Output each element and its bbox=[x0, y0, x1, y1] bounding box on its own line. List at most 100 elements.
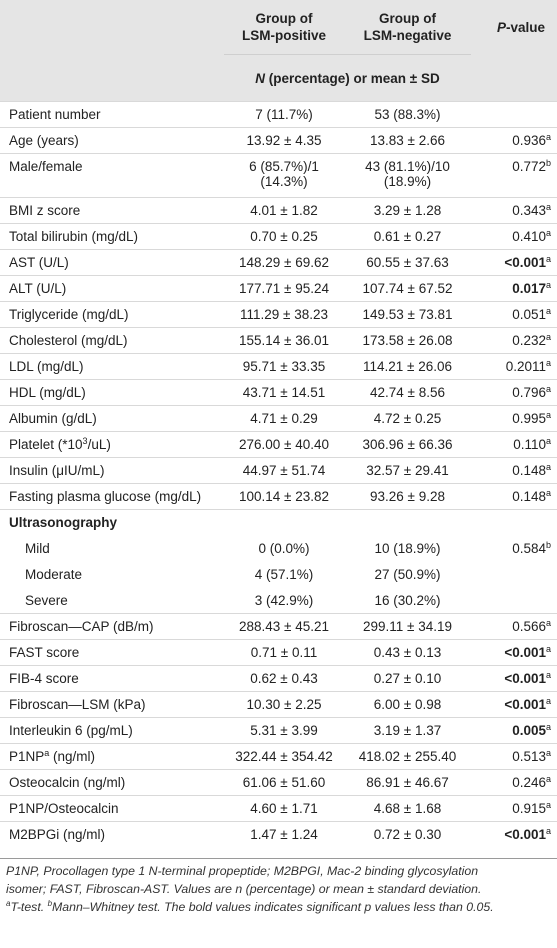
table-row: HDL (mg/dL) 43.71 ± 14.51 42.74 ± 8.56 0.79… bbox=[0, 379, 557, 406]
lsm-negative-value: 0.61 ± 0.27 bbox=[344, 223, 471, 250]
section-row: Ultrasonography bbox=[0, 509, 557, 536]
table-row: Mild 0 (0.0%) 10 (18.9%) 0.584b bbox=[0, 536, 557, 562]
comparison-table: Group of LSM-positive Group of LSM-negat… bbox=[0, 0, 557, 848]
row-label: Age (years) bbox=[0, 127, 224, 154]
row-label: Patient number bbox=[0, 101, 224, 128]
row-label: Triglyceride (mg/dL) bbox=[0, 301, 224, 328]
lsm-positive-value: 4 (57.1%) bbox=[254, 566, 314, 582]
lsm-negative-value: 149.53 ± 73.81 bbox=[344, 301, 471, 328]
footnote-line-1: P1NP, Procollagen type 1 N-terminal prop… bbox=[6, 864, 479, 878]
lsm-positive-value: 3 (42.9%) bbox=[254, 592, 314, 608]
row-label: Total bilirubin (mg/dL) bbox=[0, 223, 224, 250]
table-row: P1NPa (ng/ml) 322.44 ± 354.42 418.02 ± 255… bbox=[0, 743, 557, 770]
header-empty-cell bbox=[0, 0, 224, 55]
table-row: AST (U/L) 148.29 ± 69.62 60.55 ± 37.63 <0.0… bbox=[0, 249, 557, 276]
row-label: Fibroscan—LSM (kPa) bbox=[0, 691, 224, 718]
lsm-negative-value: 0.43 ± 0.13 bbox=[344, 639, 471, 666]
table-row: Male/female 6 (85.7%)/1 (14.3%) 43 (81.1%)/… bbox=[0, 153, 557, 198]
table-row: Platelet (*103/uL) 276.00 ± 40.40 306.96 ±… bbox=[0, 431, 557, 458]
p-value: <0.001a bbox=[471, 821, 557, 848]
table-row: ALT (U/L) 177.71 ± 95.24 107.74 ± 67.52 0.0… bbox=[0, 275, 557, 302]
lsm-positive-value: 276.00 ± 40.40 bbox=[224, 431, 344, 458]
table-row: Interleukin 6 (pg/mL) 5.31 ± 3.99 3.19 ± 1… bbox=[0, 717, 557, 744]
p-value: 0.148a bbox=[471, 483, 557, 510]
lsm-positive-value: 7 (11.7%) bbox=[224, 101, 344, 128]
p-value: <0.001a bbox=[471, 665, 557, 692]
row-label: BMI z score bbox=[0, 197, 224, 224]
table-row: Fibroscan—LSM (kPa) 10.30 ± 2.25 6.00 ± 0.… bbox=[0, 691, 557, 718]
lsm-positive-value: 95.71 ± 33.35 bbox=[224, 353, 344, 380]
p-value: 0.513a bbox=[471, 743, 557, 770]
table-body: Patient number 7 (11.7%) 53 (88.3%) Age (ye… bbox=[0, 101, 557, 848]
table-row: Age (years) 13.92 ± 4.35 13.83 ± 2.66 0.936… bbox=[0, 127, 557, 154]
lsm-negative-value: 3.19 ± 1.37 bbox=[344, 717, 471, 744]
p-value bbox=[471, 562, 557, 588]
table-row: Patient number 7 (11.7%) 53 (88.3%) bbox=[0, 101, 557, 128]
lsm-negative-value: 418.02 ± 255.40 bbox=[344, 743, 471, 770]
lsm-positive-value: 43.71 ± 14.51 bbox=[224, 379, 344, 406]
row-label: Insulin (μIU/mL) bbox=[0, 457, 224, 484]
lsm-negative-value: 299.11 ± 34.19 bbox=[344, 613, 471, 640]
table-row: P1NP/Osteocalcin 4.60 ± 1.71 4.68 ± 1.68 0.… bbox=[0, 795, 557, 822]
row-label: Albumin (g/dL) bbox=[0, 405, 224, 432]
lsm-negative-value: 173.58 ± 26.08 bbox=[344, 327, 471, 354]
table-footnote: P1NP, Procollagen type 1 N-terminal prop… bbox=[0, 858, 557, 948]
lsm-positive-value: 155.14 ± 36.01 bbox=[224, 327, 344, 354]
lsm-negative-value: 0.72 ± 0.30 bbox=[344, 821, 471, 848]
lsm-positive-value: 1.47 ± 1.24 bbox=[224, 821, 344, 848]
p-value: 0.936a bbox=[471, 127, 557, 154]
lsm-positive-value: 148.29 ± 69.62 bbox=[224, 249, 344, 276]
row-label: FAST score bbox=[0, 639, 224, 666]
row-label: Interleukin 6 (pg/mL) bbox=[0, 717, 224, 744]
lsm-positive-value: 0.62 ± 0.43 bbox=[224, 665, 344, 692]
row-label: AST (U/L) bbox=[0, 249, 224, 276]
row-label: P1NP/Osteocalcin bbox=[0, 795, 224, 822]
row-label: HDL (mg/dL) bbox=[0, 379, 224, 406]
row-label: ALT (U/L) bbox=[0, 275, 224, 302]
header-lsm-positive: Group of LSM-positive bbox=[241, 11, 326, 43]
footnote-line-2: isomer; FAST, Fibroscan-AST. Values are … bbox=[6, 882, 482, 896]
lsm-positive-value: 4.01 ± 1.82 bbox=[224, 197, 344, 224]
table-row: Severe 3 (42.9%) 16 (30.2%) bbox=[0, 588, 557, 614]
lsm-positive-value: 10.30 ± 2.25 bbox=[224, 691, 344, 718]
lsm-negative-value: 6.00 ± 0.98 bbox=[344, 691, 471, 718]
section-label: Ultrasonography bbox=[0, 509, 557, 536]
p-value: <0.001a bbox=[471, 639, 557, 666]
row-label: Cholesterol (mg/dL) bbox=[0, 327, 224, 354]
lsm-negative-value: 4.68 ± 1.68 bbox=[344, 795, 471, 822]
row-label: M2BPGi (ng/ml) bbox=[0, 821, 224, 848]
lsm-negative-value: 306.96 ± 66.36 bbox=[344, 431, 471, 458]
p-value: 0.148a bbox=[471, 457, 557, 484]
lsm-positive-value: 322.44 ± 354.42 bbox=[224, 743, 344, 770]
lsm-negative-value: 86.91 ± 46.67 bbox=[344, 769, 471, 796]
table-row: Insulin (μIU/mL) 44.97 ± 51.74 32.57 ± 29.… bbox=[0, 457, 557, 484]
lsm-positive-value: 4.60 ± 1.71 bbox=[224, 795, 344, 822]
lsm-negative-value: 27 (50.9%) bbox=[374, 566, 441, 582]
lsm-positive-value: 6 (85.7%)/1 (14.3%) bbox=[224, 153, 344, 198]
lsm-positive-value: 177.71 ± 95.24 bbox=[224, 275, 344, 302]
lsm-negative-value: 16 (30.2%) bbox=[374, 592, 441, 608]
lsm-negative-value: 4.72 ± 0.25 bbox=[344, 405, 471, 432]
lsm-negative-value: 42.74 ± 8.56 bbox=[344, 379, 471, 406]
p-value: <0.001a bbox=[471, 249, 557, 276]
lsm-positive-value: 100.14 ± 23.82 bbox=[224, 483, 344, 510]
table-row: Fasting plasma glucose (mg/dL) 100.14 ± 2… bbox=[0, 483, 557, 510]
p-value: 0.005a bbox=[471, 717, 557, 744]
table-row: Moderate 4 (57.1%) 27 (50.9%) bbox=[0, 562, 557, 588]
p-value: 0.017a bbox=[471, 275, 557, 302]
row-label: Fasting plasma glucose (mg/dL) bbox=[0, 483, 224, 510]
p-value: 0.796a bbox=[471, 379, 557, 406]
p-value: 0.410a bbox=[471, 223, 557, 250]
table-row: M2BPGi (ng/ml) 1.47 ± 1.24 0.72 ± 0.30 <0.0… bbox=[0, 821, 557, 848]
lsm-negative-value: 107.74 ± 67.52 bbox=[344, 275, 471, 302]
lsm-positive-value: 0.70 ± 0.25 bbox=[224, 223, 344, 250]
lsm-positive-value: 61.06 ± 51.60 bbox=[224, 769, 344, 796]
lsm-negative-value: 53 (88.3%) bbox=[344, 101, 471, 128]
lsm-positive-value: 44.97 ± 51.74 bbox=[224, 457, 344, 484]
p-value: 0.584b bbox=[512, 539, 551, 556]
lsm-negative-value: 114.21 ± 26.06 bbox=[344, 353, 471, 380]
p-value: 0.232a bbox=[471, 327, 557, 354]
p-value: 0.2011a bbox=[471, 353, 557, 380]
table-row: FIB-4 score 0.62 ± 0.43 0.27 ± 0.10 <0.001a bbox=[0, 665, 557, 692]
header-p-value: P-value bbox=[496, 19, 545, 35]
